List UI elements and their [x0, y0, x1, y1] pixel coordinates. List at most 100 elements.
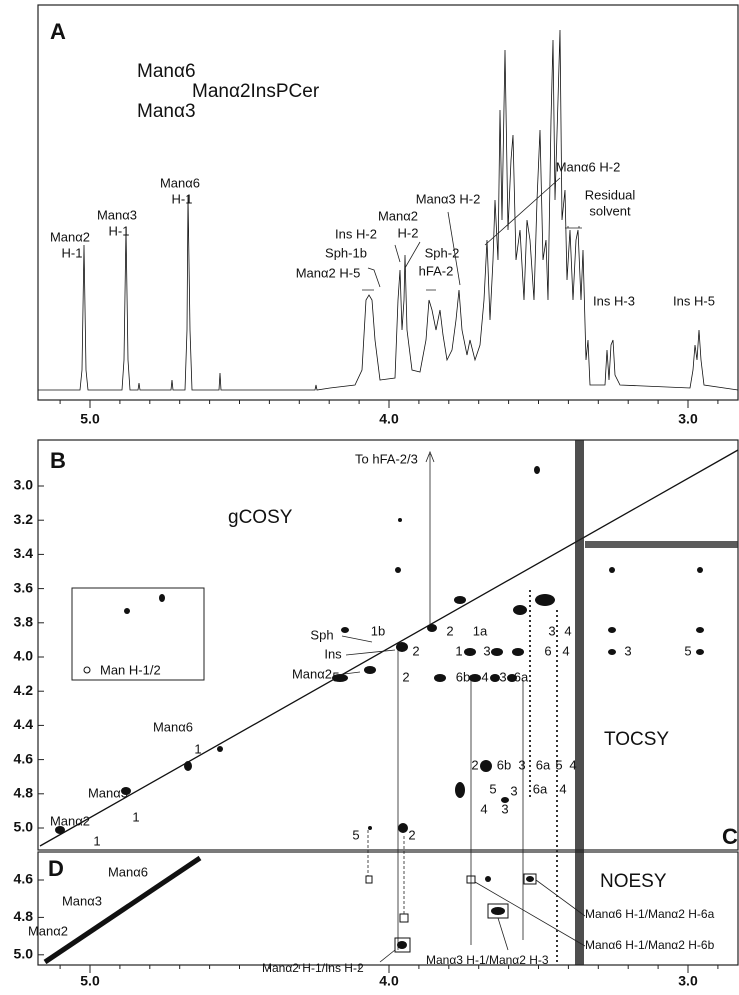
cross-peak-label: 3: [501, 801, 508, 816]
y-tick-label: 3.0: [14, 477, 34, 493]
x-tick-label: 4.0: [379, 973, 399, 989]
cross-peak-label: 6b: [456, 669, 470, 684]
cross-peak-label: 4: [559, 781, 566, 796]
cross-peak-label: 2: [471, 757, 478, 772]
cross-peak-label: 3: [518, 757, 525, 772]
y-tick-label: 3.8: [14, 614, 34, 630]
peak-label: Residual: [585, 187, 636, 202]
residue-label: Manα6: [153, 719, 193, 734]
residue-labels-b: Sph Ins Manα2 Manα6 Manα3 Manα2: [50, 627, 342, 828]
cross-peak-label: 2: [412, 643, 419, 658]
cross-peak-labels: 1b 2 1a 3 4 2 1 3 6 4 3 5 5 2 6b 4 3 6a …: [93, 623, 691, 848]
cross-peak-label: 6a: [533, 781, 548, 796]
cross-peak-label: 3: [624, 643, 631, 658]
x-tick-label: 5.0: [80, 411, 100, 427]
peak-label: H-1: [172, 191, 193, 206]
peak-label: Manα2 H-5: [296, 265, 361, 280]
cross-peak-label: 4: [569, 757, 576, 772]
residue-label: Manα3: [62, 893, 102, 908]
t1-noise: [575, 440, 584, 965]
peak-label: H-1: [109, 223, 130, 238]
cross-peak-label: 6b: [497, 757, 511, 772]
cross-peak-label: 6a: [514, 669, 529, 684]
y-tick-label: 3.6: [14, 579, 34, 595]
noe-label: Manα2 H-1/Ins H-2: [262, 961, 364, 975]
peak-label: Manα2: [378, 208, 418, 223]
cross-peak-label: 4: [480, 801, 487, 816]
peak-label: Manα6: [160, 175, 200, 190]
peak-label: Manα2: [50, 229, 90, 244]
y-tick-label: 4.4: [14, 716, 34, 732]
panel-d-frame: [37, 851, 739, 966]
x-tick-label: 3.0: [678, 973, 698, 989]
panel-label: A: [50, 19, 66, 44]
peak-label: Ins H-3: [593, 293, 635, 308]
cross-peak-label: 3: [548, 623, 555, 638]
peak-label: H-1: [62, 245, 83, 260]
y-tick-label: 3.2: [14, 511, 34, 527]
arrow-label: To hFA-2/3: [355, 451, 418, 466]
residue-label: Sph: [310, 627, 333, 642]
cross-peak-label: 5: [352, 827, 359, 842]
cross-peak-label: 4: [562, 643, 569, 658]
cross-peak-label: 1: [455, 643, 462, 658]
y-tick-label: 4.0: [14, 648, 34, 664]
peak-label: H-2: [398, 225, 419, 240]
structure-text: Manα2InsPCer: [192, 81, 320, 102]
cross-peak-label: 2: [408, 827, 415, 842]
leaders: [362, 177, 582, 291]
noe-label: Manα6 H-1/Manα2 H-6a: [585, 907, 715, 921]
cross-peaks: [55, 466, 704, 834]
peak-label: Manα6 H-2: [556, 159, 621, 174]
peak-label: Sph-1b: [325, 245, 367, 260]
cross-peak-label: 3: [483, 643, 490, 658]
x-tick-label: 4.0: [379, 411, 399, 427]
experiment-label: gCOSY: [228, 507, 293, 528]
cross-peak-label: 6: [544, 643, 551, 658]
y-tick-label: 3.4: [14, 545, 34, 561]
peak-label: hFA-2: [419, 263, 454, 278]
noe-label: Manα3 H-1/Manα2 H-3: [426, 953, 549, 967]
experiment-label: TOCSY: [604, 729, 669, 750]
residue-label: Manα3: [88, 785, 128, 800]
arrow: [425, 450, 435, 625]
residue-label: Ins: [324, 646, 342, 661]
panel-label: C: [722, 824, 738, 849]
t1-noise: [585, 541, 738, 548]
noe-leaders: [379, 879, 586, 963]
peak-label: Ins H-5: [673, 293, 715, 308]
y-tick-label: 4.8: [14, 908, 34, 924]
experiment-label: NOESY: [600, 871, 667, 892]
cross-peak-label: 3: [499, 669, 506, 684]
noe-label: Manα6 H-1/Manα2 H-6b: [585, 938, 715, 952]
peak-label: solvent: [589, 203, 631, 218]
y-tick-label: 5.0: [14, 946, 34, 962]
cross-peak-label: 1b: [371, 623, 385, 638]
cross-peak-label: 1: [194, 741, 201, 756]
diagonal: [43, 855, 202, 965]
inset-label: Man H-1/2: [100, 662, 161, 677]
noe-guides: [367, 830, 405, 914]
cross-peak-label: 4: [481, 669, 488, 684]
residue-label: Manα2: [28, 923, 68, 938]
spectrum-1d: [38, 29, 739, 391]
y-tick-label: 4.6: [14, 871, 34, 887]
residue-label: Manα2: [292, 666, 332, 681]
structure-text: Manα6: [137, 61, 196, 82]
inset-spot: [159, 594, 165, 602]
residue-label: Manα6: [108, 864, 148, 879]
x-tick-label: 5.0: [80, 973, 100, 989]
cross-peak-label: 6a: [536, 757, 551, 772]
cross-peak-label: 1: [132, 809, 139, 824]
residue-label: Manα2: [50, 813, 90, 828]
y-tick-label: 5.0: [14, 819, 34, 835]
diagonal: [39, 449, 739, 847]
cross-peak-label: 3: [510, 783, 517, 798]
cross-peak-label: 5: [684, 643, 691, 658]
cross-peak-label: 5: [332, 669, 339, 684]
cross-peak-label: 4: [564, 623, 571, 638]
residue-leaders: [335, 635, 396, 676]
noe-peaks: [365, 873, 537, 953]
y-tick-label: 4.8: [14, 785, 34, 801]
